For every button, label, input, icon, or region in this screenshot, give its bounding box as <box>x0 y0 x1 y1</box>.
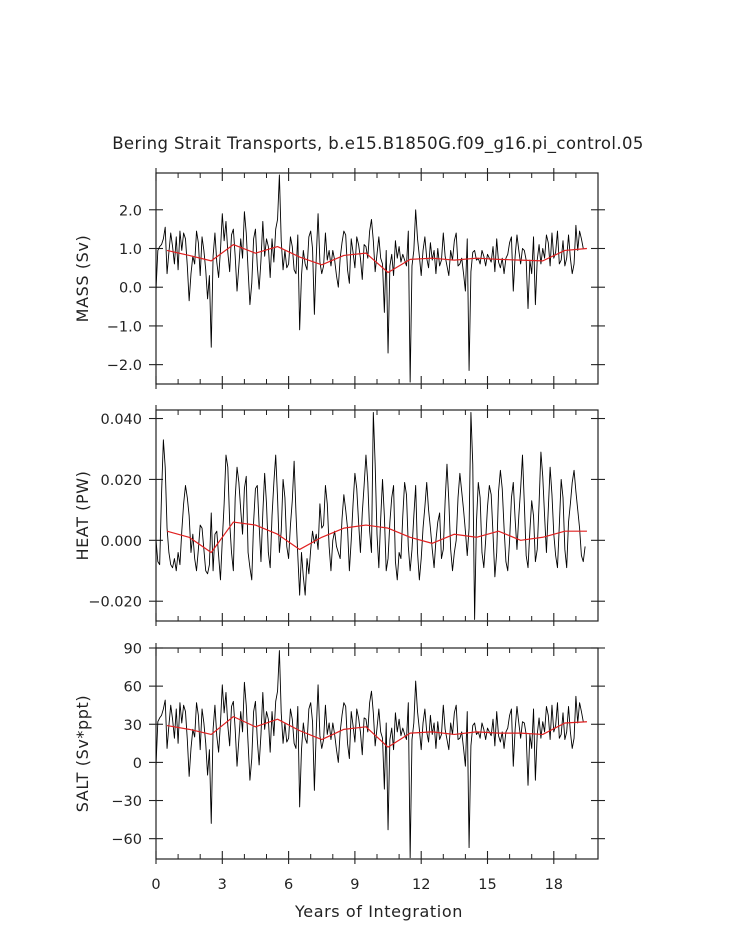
y-tick-label: 0.0 <box>119 281 142 297</box>
monthly-series-line <box>156 650 584 859</box>
y-axis-label: SALT (Sv*ppt) <box>73 695 92 812</box>
y-tick-label: −60 <box>111 832 142 848</box>
monthly-series-line <box>156 411 586 620</box>
y-axis-label: MASS (Sv) <box>73 235 92 323</box>
y-tick-label: −0.020 <box>88 595 142 611</box>
y-tick-label: 0.020 <box>100 473 142 489</box>
x-tick-label: 18 <box>545 877 563 893</box>
x-tick-label: 9 <box>350 877 359 893</box>
plot-frame <box>155 647 599 860</box>
chart-title: Bering Strait Transports, b.e15.B1850G.f… <box>112 134 644 154</box>
y-axis-label: HEAT (PW) <box>73 470 92 560</box>
y-tick-label: 2.0 <box>119 203 142 219</box>
x-axis-label: Years of Integration <box>294 902 463 921</box>
annual-mean-line <box>166 244 588 274</box>
y-tick-label: 60 <box>124 680 142 696</box>
monthly-series-line <box>156 174 584 383</box>
panel-mass: −2.0 −1.0 0.0 1.0 2.0 MASS (Sv) <box>73 168 605 389</box>
y-tick-label: 90 <box>124 642 142 658</box>
y-tick-label: −30 <box>111 794 142 810</box>
panel-heat: −0.020 0.000 0.020 0.040 HEAT (PW) <box>73 405 605 626</box>
y-tick-label: −1.0 <box>107 319 142 335</box>
x-tick-label: 3 <box>218 877 227 893</box>
plot-frame <box>155 172 599 385</box>
panels: −2.0 −1.0 0.0 1.0 2.0 MASS (Sv) −0.020 0.000 0.0… <box>73 168 605 921</box>
y-tick-label: 0 <box>133 756 142 772</box>
y-tick-label: 30 <box>124 718 142 734</box>
y-tick-label: 1.0 <box>119 242 142 258</box>
annual-mean-line <box>166 521 587 554</box>
x-tick-label: 6 <box>284 877 293 893</box>
y-tick-label: −2.0 <box>107 358 142 374</box>
x-tick-label: 0 <box>151 877 160 893</box>
x-tick-label: 15 <box>478 877 496 893</box>
panel-salt: −60 −30 0 30 60 90 SALT (Sv*ppt) 0 3 6 9 12 15 18 Year… <box>73 642 605 921</box>
plot-frame <box>155 409 599 622</box>
y-tick-label: 0.000 <box>100 534 142 550</box>
annual-mean-line <box>166 716 587 748</box>
y-tick-label: 0.040 <box>100 412 142 428</box>
x-tick-label: 12 <box>412 877 430 893</box>
